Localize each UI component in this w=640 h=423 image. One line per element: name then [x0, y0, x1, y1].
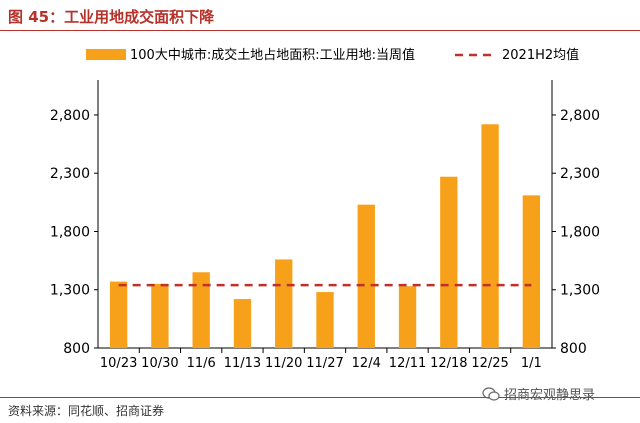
bar [233, 299, 252, 348]
wechat-icon [482, 386, 500, 401]
y-tick-label-left: 1,300 [50, 283, 90, 299]
bar [481, 124, 499, 348]
legend-label-line: 2021H2均值 [502, 47, 579, 63]
y-tick-label-left: 2,300 [50, 166, 90, 182]
watermark-text: 招商宏观静思录 [504, 388, 596, 403]
bar [151, 283, 169, 348]
figure-title: 图 45：工业用地成交面积下降 [8, 8, 215, 26]
legend-swatch-bar [86, 49, 126, 60]
bar [398, 286, 417, 348]
bar [440, 176, 458, 348]
x-tick-label: 12/18 [430, 356, 467, 371]
bar [275, 259, 293, 348]
bar [316, 292, 334, 348]
x-tick-label: 12/25 [471, 356, 508, 371]
x-tick-label: 11/13 [224, 356, 261, 371]
x-tick-label: 10/30 [141, 356, 178, 371]
watermark: 招商宏观静思录 [482, 384, 595, 403]
source-divider [0, 397, 640, 398]
legend: 100大中城市:成交土地占地面积:工业用地:当周值 2021H2均值 [86, 47, 579, 63]
x-tick-label: 11/27 [306, 356, 343, 371]
y-tick-label-right: 2,300 [560, 166, 600, 182]
plot-area: 800 800 1,300 1,300 1,800 1,800 2,300 2,300 2,80… [50, 80, 600, 371]
x-tick-label: 11/6 [187, 356, 216, 371]
bar [357, 204, 375, 348]
x-tick-label: 12/4 [352, 356, 381, 371]
legend-label-bar: 100大中城市:成交土地占地面积:工业用地:当周值 [130, 47, 415, 63]
y-tick-label-right: 1,800 [560, 224, 600, 240]
bar [109, 281, 128, 348]
bar [522, 195, 541, 348]
x-tick-label: 12/11 [389, 356, 426, 371]
bar [192, 272, 210, 348]
title-divider [0, 30, 640, 31]
y-tick-label-right: 1,300 [560, 283, 600, 299]
x-tick-label: 1/1 [521, 356, 542, 371]
y-tick-label-right: 800 [560, 341, 587, 357]
source-note: 资料来源：同花顺、招商证券 [8, 404, 165, 418]
x-tick-label: 11/20 [265, 356, 302, 371]
y-tick-label-left: 2,800 [50, 108, 90, 124]
y-tick-label-left: 1,800 [50, 224, 90, 240]
y-tick-label-right: 2,800 [560, 108, 600, 124]
x-tick-label: 10/23 [100, 356, 137, 371]
y-tick-label-left: 800 [63, 341, 90, 357]
